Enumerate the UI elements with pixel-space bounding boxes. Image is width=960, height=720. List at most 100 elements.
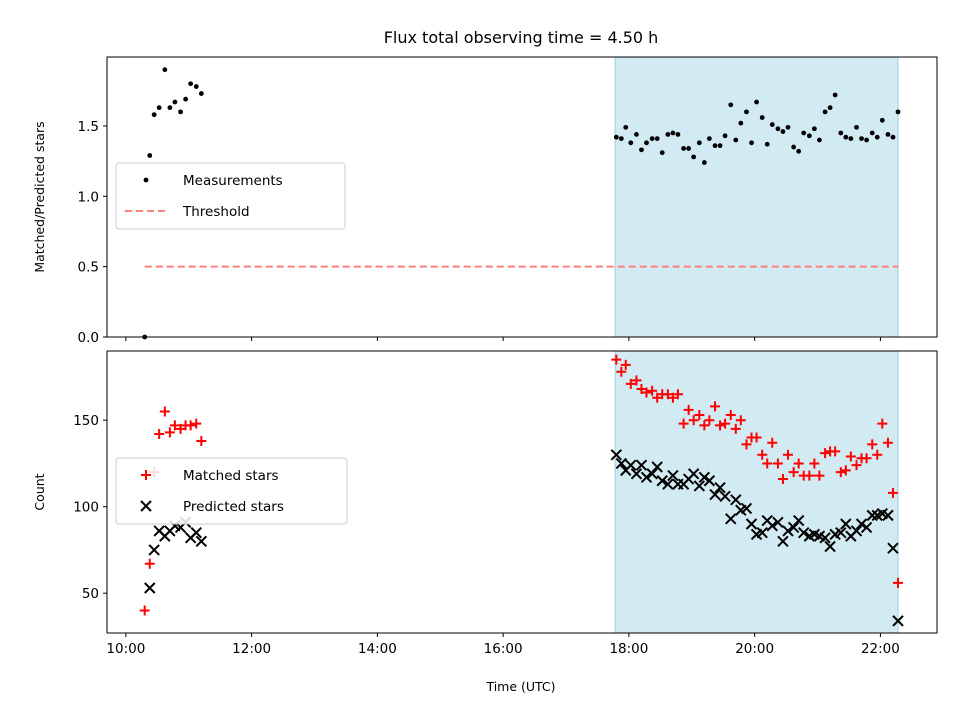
measurements-point — [869, 130, 875, 136]
measurements-point — [832, 92, 838, 98]
x-axis-label: Time (UTC) — [485, 679, 555, 694]
matched-stars-point — [144, 558, 155, 569]
matched-stars-point — [809, 458, 820, 469]
measurements-point — [198, 91, 204, 96]
matched-stars-point — [820, 448, 831, 459]
matched-stars-point — [788, 467, 799, 478]
matched-stars-point — [835, 467, 846, 478]
legend-entry-label: Predicted stars — [183, 499, 284, 515]
measurements-point — [848, 136, 854, 142]
y-axis-label: Matched/Predicted stars — [32, 121, 47, 272]
y-tick-label: 100 — [73, 500, 99, 516]
y-tick-label: 1.5 — [78, 119, 99, 135]
legend: Matched stars Predicted stars — [115, 457, 348, 525]
measurements-point — [780, 129, 786, 134]
predicted-stars-point — [850, 525, 863, 537]
measurements-point — [670, 130, 676, 136]
predicted-stars-point — [745, 518, 758, 530]
predicted-stars-point — [615, 457, 628, 470]
matched-stars-point — [620, 359, 631, 370]
measurements-point — [895, 109, 901, 115]
measurements-point — [728, 102, 734, 108]
predicted-stars-point — [892, 615, 904, 627]
y-tick-label: 0.0 — [78, 330, 99, 346]
measurements-point — [701, 160, 707, 165]
matched-stars-point — [683, 404, 694, 415]
matched-stars-point — [762, 458, 773, 469]
matched-stars-point — [196, 435, 207, 446]
matched-stars-point — [159, 406, 170, 417]
measurements-point — [639, 147, 644, 153]
measurements-point — [775, 126, 781, 132]
matched-stars-point — [715, 420, 726, 431]
matched-stars-point — [720, 418, 731, 429]
predicted-stars-point — [662, 478, 674, 490]
measurements-point — [822, 109, 828, 115]
measurements-point — [744, 109, 749, 115]
matched-stars-point — [867, 439, 878, 450]
measurements-point — [879, 117, 885, 123]
matched-stars-point — [804, 470, 815, 481]
matched-stars-point — [636, 384, 647, 395]
x-tick-label: 22:00 — [861, 641, 900, 657]
measurements-point — [628, 140, 634, 146]
matched-stars-point — [169, 420, 180, 431]
legend-box — [115, 162, 346, 230]
matched-stars-point — [185, 420, 196, 431]
measurements-point — [801, 130, 807, 136]
matched-stars-point — [139, 605, 150, 616]
predicted-stars-point — [772, 516, 784, 528]
measurements-point — [193, 84, 199, 89]
matched-stars-point — [164, 427, 175, 438]
measurements-point — [838, 130, 844, 136]
chart-title: Flux total observing time = 4.50 h — [384, 28, 659, 47]
predicted-stars-point — [740, 502, 753, 515]
measurements-point — [874, 134, 880, 140]
measurements-point — [749, 140, 754, 146]
shaded-region — [614, 56, 899, 338]
predicted-stars-point — [719, 490, 731, 503]
matched-stars-point — [710, 401, 721, 412]
matched-stars-point — [667, 392, 678, 403]
measurements-point — [644, 140, 649, 146]
measurements-point — [706, 136, 712, 142]
predicted-stars-point — [882, 509, 894, 522]
predicted-stars-point — [635, 459, 648, 471]
predicted-stars-point — [646, 468, 658, 480]
measurements-point — [722, 133, 728, 139]
y-tick-label: 1.0 — [78, 189, 99, 205]
predicted-stars-point — [840, 518, 852, 530]
measurements-point — [796, 148, 802, 154]
predicted-stars-point — [698, 471, 711, 484]
matched-stars-point — [882, 437, 893, 448]
predicted-stars-point — [819, 532, 831, 544]
measurements-point — [827, 105, 833, 111]
predicted-stars-point — [703, 475, 716, 487]
matched-stars-point — [840, 465, 851, 476]
legend-marker-swatch — [143, 177, 149, 183]
matched-stars-point — [757, 449, 768, 460]
matched-stars-point — [793, 458, 804, 469]
measurements-point — [634, 131, 639, 137]
matched-stars-point — [751, 432, 762, 443]
matched-stars-point — [735, 415, 746, 426]
axes-frame — [106, 350, 938, 634]
x-tick-label: 12:00 — [232, 641, 271, 657]
matched-stars-point — [647, 385, 658, 396]
measurements-point — [659, 150, 665, 156]
measurements-point — [769, 122, 775, 127]
measurements-point — [162, 67, 168, 73]
predicted-stars-point — [148, 544, 160, 556]
matched-stars-point — [678, 418, 689, 429]
measurements-point — [151, 112, 157, 118]
predicted-stars-point — [797, 526, 810, 539]
predicted-stars-point — [777, 535, 789, 548]
predicted-stars-point — [190, 526, 202, 539]
measurements-point — [183, 96, 188, 102]
measurements-point — [178, 109, 183, 115]
matched-stars-point — [662, 389, 673, 400]
matched-stars-point — [893, 577, 904, 588]
legend-marker-swatch — [140, 500, 152, 512]
matched-stars-point — [154, 429, 165, 440]
